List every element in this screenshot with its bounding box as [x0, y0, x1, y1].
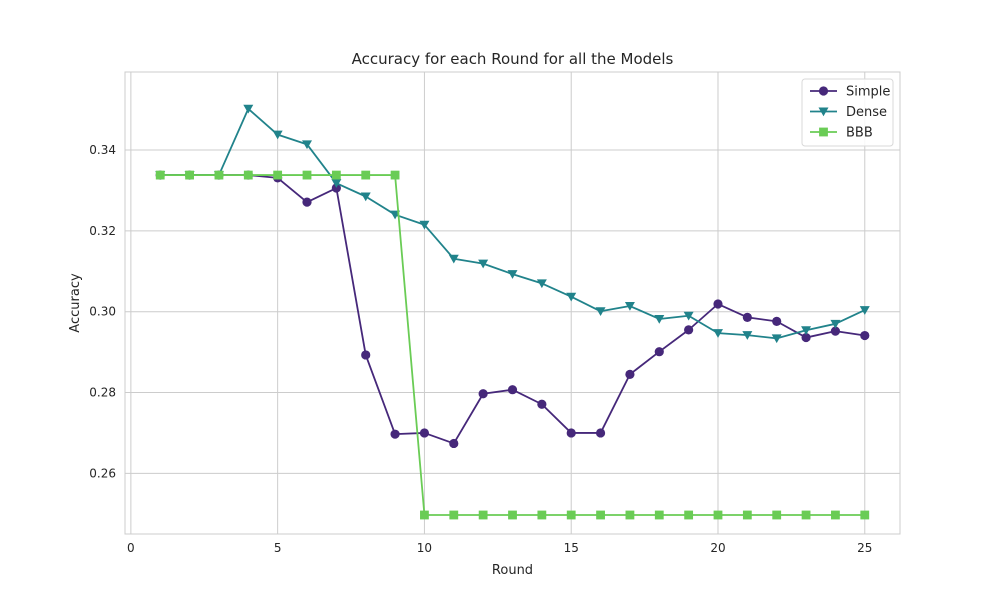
data-point-simple	[331, 183, 341, 193]
data-point-dense	[331, 179, 342, 188]
data-point-simple	[507, 385, 518, 395]
data-point-bbb	[625, 510, 635, 520]
x-tick-label: 10	[417, 541, 432, 555]
data-point-dense	[712, 329, 723, 338]
data-point-bbb	[302, 170, 312, 180]
data-point-bbb	[420, 510, 429, 520]
x-tick-labels: 0 5 10 15 20 25	[127, 541, 872, 555]
data-point-dense	[360, 192, 371, 202]
data-point-simple	[860, 330, 870, 341]
data-point-dense	[272, 130, 283, 140]
data-point-dense	[243, 104, 254, 114]
data-point-dense	[771, 334, 782, 344]
x-tick-label: 20	[710, 541, 725, 555]
data-point-simple	[478, 389, 488, 399]
legend-label-bbb: BBB	[846, 126, 873, 141]
series-layer	[155, 104, 870, 520]
data-point-dense	[595, 307, 606, 317]
data-point-bbb	[155, 170, 165, 180]
data-point-simple	[801, 332, 811, 343]
legend-item-dense: Dense	[810, 105, 887, 120]
y-tick-label: 0.32	[89, 224, 116, 238]
data-point-simple	[772, 316, 782, 326]
data-point-bbb	[449, 510, 459, 520]
y-tick-label: 0.28	[89, 386, 116, 400]
data-point-dense	[742, 331, 753, 340]
chart-title: Accuracy for each Round for all the Mode…	[352, 50, 674, 68]
data-point-simple	[830, 326, 841, 336]
data-point-simple	[537, 399, 547, 409]
data-point-bbb	[331, 170, 341, 180]
data-point-bbb	[654, 510, 664, 520]
y-tick-label: 0.34	[89, 143, 116, 157]
data-point-bbb	[537, 510, 547, 520]
plot-frame	[124, 71, 901, 535]
data-point-simple	[625, 369, 635, 379]
data-point-bbb	[390, 170, 400, 180]
grid	[125, 72, 900, 534]
data-point-simple	[419, 428, 430, 438]
data-point-simple	[742, 312, 752, 322]
x-tick-label: 15	[564, 541, 579, 555]
data-point-bbb	[742, 510, 752, 520]
legend-marker-simple	[818, 86, 829, 96]
data-point-bbb	[713, 510, 723, 520]
data-point-bbb	[273, 170, 283, 180]
x-axis-label: Round	[492, 563, 533, 578]
series-bbb	[155, 170, 870, 520]
x-tick-label: 0	[127, 541, 135, 555]
data-point-dense	[419, 220, 430, 230]
legend-marker-bbb	[819, 127, 828, 137]
x-tick-label: 25	[857, 541, 872, 555]
data-point-bbb	[566, 510, 576, 520]
data-point-dense	[654, 314, 665, 324]
legend-marker-dense	[818, 107, 829, 117]
data-point-dense	[302, 140, 313, 150]
data-point-bbb	[801, 510, 811, 520]
data-point-bbb	[684, 510, 694, 520]
x-tick-label: 5	[274, 541, 282, 555]
data-point-dense	[830, 319, 841, 329]
data-point-dense	[859, 306, 870, 315]
data-point-simple	[595, 428, 606, 438]
data-point-simple	[302, 197, 312, 207]
data-point-bbb	[508, 510, 517, 520]
data-point-simple	[684, 325, 694, 335]
data-point-bbb	[361, 170, 371, 180]
legend-item-bbb: BBB	[810, 126, 873, 141]
data-point-bbb	[478, 510, 488, 520]
data-point-simple	[361, 350, 371, 360]
data-point-simple	[566, 428, 576, 438]
data-point-bbb	[772, 510, 782, 520]
y-tick-labels: 0.26 0.28 0.30 0.32 0.34	[89, 143, 116, 480]
legend: Simple Dense BBB	[801, 78, 894, 147]
data-point-simple	[449, 438, 459, 449]
data-point-simple	[390, 429, 400, 439]
data-point-dense	[683, 311, 694, 321]
y-tick-label: 0.30	[89, 305, 116, 319]
data-point-simple	[713, 299, 723, 309]
data-point-dense	[536, 279, 547, 289]
data-point-dense	[478, 259, 489, 269]
data-point-bbb	[243, 170, 253, 180]
data-point-dense	[448, 254, 459, 264]
y-tick-label: 0.26	[89, 466, 116, 480]
data-point-bbb	[185, 170, 194, 180]
legend-label-simple: Simple	[846, 85, 890, 100]
data-point-bbb	[860, 510, 870, 520]
data-point-dense	[566, 292, 577, 302]
legend-label-dense: Dense	[846, 105, 887, 120]
data-point-bbb	[596, 510, 605, 520]
data-point-dense	[624, 302, 635, 311]
data-point-bbb	[214, 170, 224, 180]
legend-item-simple: Simple	[810, 85, 890, 100]
data-point-simple	[654, 347, 664, 357]
data-point-dense	[801, 326, 812, 336]
data-point-dense	[507, 270, 518, 279]
y-axis-label: Accuracy	[68, 273, 83, 333]
data-point-bbb	[831, 510, 840, 520]
